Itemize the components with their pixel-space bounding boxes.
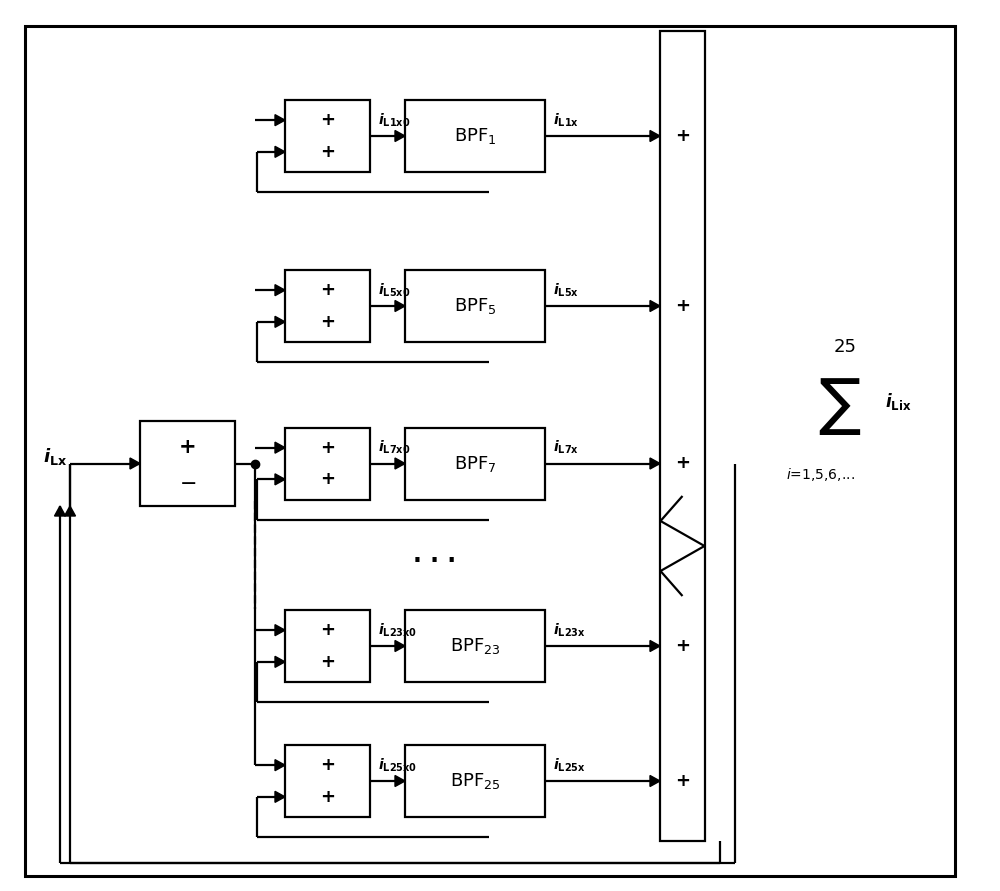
Text: $\boldsymbol{i}_{\mathbf{Lx}}$: $\boldsymbol{i}_{\mathbf{Lx}}$ <box>43 446 67 467</box>
Text: +: + <box>320 788 335 805</box>
Polygon shape <box>650 641 660 651</box>
Polygon shape <box>275 316 285 327</box>
Polygon shape <box>65 506 76 516</box>
Text: +: + <box>320 313 335 331</box>
Polygon shape <box>650 775 660 787</box>
Polygon shape <box>275 474 285 485</box>
Text: +: + <box>320 282 335 299</box>
Polygon shape <box>275 625 285 635</box>
Bar <box>405 610 545 682</box>
Text: $\boldsymbol{i}_{\mathbf{L5x0}}$: $\boldsymbol{i}_{\mathbf{L5x0}}$ <box>378 282 410 299</box>
Text: +: + <box>320 653 335 671</box>
Text: BPF$_5$: BPF$_5$ <box>454 296 496 316</box>
Bar <box>285 610 370 682</box>
Text: +: + <box>179 437 196 456</box>
Text: +: + <box>320 621 335 639</box>
Text: +: + <box>675 454 690 472</box>
Bar <box>405 100 545 172</box>
Text: +: + <box>320 143 335 161</box>
Text: BPF$_{25}$: BPF$_{25}$ <box>450 771 500 791</box>
Text: $\boldsymbol{i}_{\mathbf{L25x}}$: $\boldsymbol{i}_{\mathbf{L25x}}$ <box>553 756 586 774</box>
Text: $\boldsymbol{i}_{\mathbf{L7x}}$: $\boldsymbol{i}_{\mathbf{L7x}}$ <box>553 439 579 456</box>
Text: $\boldsymbol{i}_{\mathbf{Lix}}$: $\boldsymbol{i}_{\mathbf{Lix}}$ <box>885 390 912 412</box>
Polygon shape <box>650 458 660 469</box>
Polygon shape <box>395 775 405 787</box>
Bar <box>405 428 545 500</box>
Polygon shape <box>650 300 660 312</box>
Text: $\boldsymbol{i}_{\mathbf{L25x0}}$: $\boldsymbol{i}_{\mathbf{L25x0}}$ <box>378 756 417 774</box>
Text: +: + <box>675 297 690 315</box>
Polygon shape <box>275 115 285 126</box>
Polygon shape <box>275 760 285 771</box>
Polygon shape <box>130 458 140 469</box>
Polygon shape <box>650 130 660 142</box>
Bar <box>405 270 545 342</box>
Polygon shape <box>55 506 66 516</box>
Bar <box>285 270 370 342</box>
Text: $\boldsymbol{i}_{\mathbf{L1x0}}$: $\boldsymbol{i}_{\mathbf{L1x0}}$ <box>378 111 410 129</box>
Text: $\boldsymbol{i}_{\mathbf{L23x}}$: $\boldsymbol{i}_{\mathbf{L23x}}$ <box>553 622 586 639</box>
Text: $\sum$: $\sum$ <box>818 375 862 437</box>
Bar <box>405 745 545 817</box>
Text: $-$: $-$ <box>179 472 196 492</box>
Polygon shape <box>275 284 285 296</box>
Polygon shape <box>395 458 405 469</box>
Bar <box>285 428 370 500</box>
Text: BPF$_1$: BPF$_1$ <box>454 126 496 146</box>
Text: $\boldsymbol{i}_{\mathbf{L23x0}}$: $\boldsymbol{i}_{\mathbf{L23x0}}$ <box>378 622 417 639</box>
Text: +: + <box>320 470 335 488</box>
Text: $\boldsymbol{i}_{\mathbf{L5x}}$: $\boldsymbol{i}_{\mathbf{L5x}}$ <box>553 282 579 299</box>
Polygon shape <box>275 791 285 802</box>
Bar <box>285 100 370 172</box>
Polygon shape <box>275 657 285 667</box>
Polygon shape <box>275 442 285 454</box>
Text: +: + <box>675 127 690 145</box>
Text: $i$=1,5,6,...: $i$=1,5,6,... <box>786 466 854 483</box>
Polygon shape <box>395 130 405 142</box>
Bar <box>660 31 705 841</box>
Text: . . .: . . . <box>413 543 457 567</box>
Text: BPF$_{23}$: BPF$_{23}$ <box>450 636 500 656</box>
Bar <box>285 745 370 817</box>
Text: +: + <box>675 772 690 790</box>
Text: $\boldsymbol{i}_{\mathbf{L1x}}$: $\boldsymbol{i}_{\mathbf{L1x}}$ <box>553 111 579 129</box>
Text: +: + <box>675 637 690 655</box>
Text: 25: 25 <box>834 338 857 356</box>
Polygon shape <box>395 300 405 312</box>
Polygon shape <box>395 641 405 651</box>
Text: BPF$_7$: BPF$_7$ <box>454 454 496 473</box>
Text: $\boldsymbol{i}_{\mathbf{L7x0}}$: $\boldsymbol{i}_{\mathbf{L7x0}}$ <box>378 439 410 456</box>
Text: +: + <box>320 756 335 774</box>
Text: +: + <box>320 438 335 457</box>
Bar <box>140 421 235 506</box>
Polygon shape <box>275 146 285 158</box>
Text: +: + <box>320 111 335 129</box>
